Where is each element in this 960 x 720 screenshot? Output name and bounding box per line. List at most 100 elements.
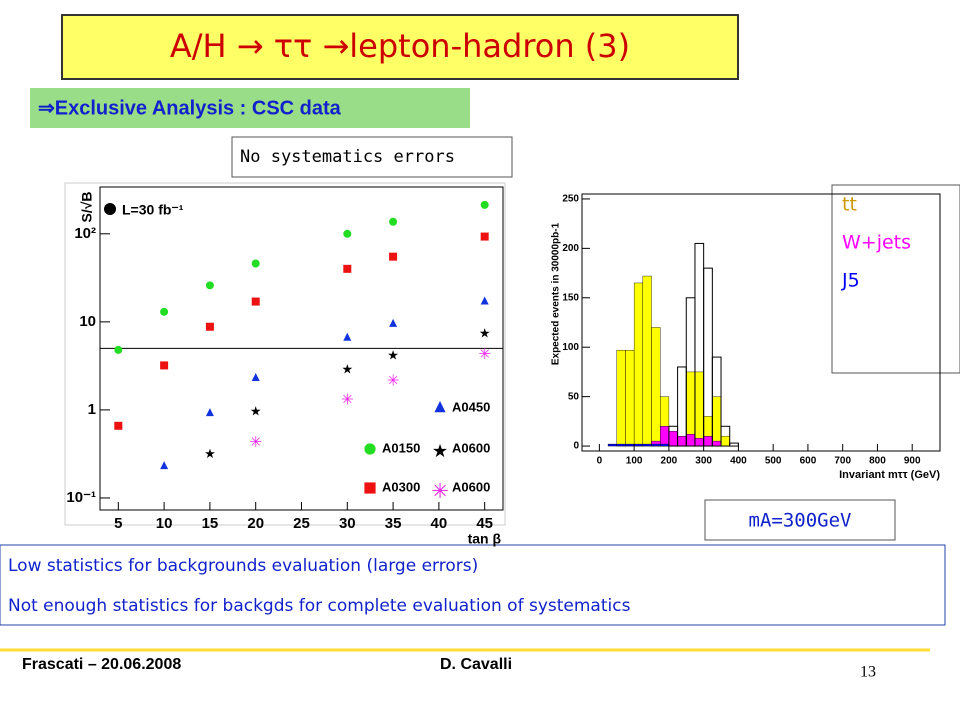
marker <box>480 200 489 209</box>
subtitle: ⇒Exclusive Analysis : CSC data <box>38 97 342 119</box>
x-tick-label: 35 <box>385 515 402 532</box>
marker: ✳ <box>387 372 400 390</box>
footer-left: Frascati – 20.06.2008 <box>22 656 181 673</box>
x-tick-label: 600 <box>800 456 817 467</box>
marker <box>205 322 214 331</box>
marker <box>251 373 260 382</box>
histogram-bar <box>616 443 626 447</box>
x-tick-label: 30 <box>339 515 356 532</box>
histogram-bar <box>642 275 652 447</box>
legend-label: A0450 <box>452 399 490 414</box>
marker <box>205 281 214 290</box>
legend-marker <box>434 400 446 413</box>
marker <box>114 345 123 354</box>
y-tick-label: 0 <box>573 441 579 452</box>
histogram-bar <box>616 349 626 447</box>
legend-box <box>831 184 960 374</box>
marker: ✳ <box>249 433 262 451</box>
legend-label: W+jets <box>842 232 911 254</box>
y-tick-label: 200 <box>562 243 579 254</box>
histogram-bar <box>720 425 731 447</box>
note-line: Not enough statistics for backgds for co… <box>8 596 631 616</box>
histogram-bar <box>651 327 661 447</box>
x-axis-label: tan β <box>468 531 502 547</box>
subtitle-box <box>30 88 470 128</box>
histogram-bar <box>720 435 730 447</box>
chart-frame <box>64 182 506 526</box>
histogram-bar <box>677 435 687 447</box>
histogram-bar <box>651 443 661 447</box>
note-text: No systematics errors <box>240 147 455 167</box>
marker <box>343 332 352 341</box>
plot-area <box>581 193 941 452</box>
note-box <box>231 136 513 178</box>
y-tick-label: 150 <box>562 292 579 303</box>
marker: ★ <box>387 349 399 364</box>
histogram-bar <box>660 426 670 447</box>
legend-label: A0150 <box>382 440 420 455</box>
legend-label: A0300 <box>382 479 420 494</box>
x-tick-label: 45 <box>476 515 493 532</box>
y-tick-label: 10⁻¹ <box>66 489 96 506</box>
footer-author: D. Cavalli <box>440 656 512 673</box>
y-axis-label: S/√B <box>79 191 95 222</box>
x-tick-label: 25 <box>293 515 310 532</box>
y-tick-label: 50 <box>568 391 580 402</box>
x-tick-label: 5 <box>114 515 122 532</box>
histogram-bar <box>686 433 696 447</box>
marker <box>251 259 260 268</box>
marker <box>343 264 352 273</box>
marker <box>114 421 123 430</box>
legend-label: J5 <box>841 270 860 292</box>
marker <box>480 296 489 305</box>
histogram-bar <box>660 443 670 447</box>
histogram-bar <box>712 440 722 447</box>
histogram-bar <box>703 435 713 447</box>
x-axis-label: Invariant mττ (GeV) <box>839 469 940 481</box>
y-tick-label: 10 <box>79 313 96 330</box>
x-tick-label: 400 <box>730 456 747 467</box>
marker <box>251 297 260 306</box>
legend-label: A0600 <box>452 479 490 494</box>
marker: ★ <box>204 447 216 462</box>
marker <box>160 307 169 316</box>
histogram-bar <box>668 431 678 447</box>
x-tick-label: 20 <box>247 515 264 532</box>
marker <box>343 229 352 238</box>
x-tick-label: 300 <box>695 456 712 467</box>
annotation: L=30 fb⁻¹ <box>122 202 184 218</box>
slide-title: A/H → ττ →lepton-hadron (3) <box>170 27 630 65</box>
legend-marker: ★ <box>432 441 448 462</box>
histogram-bar <box>711 356 722 447</box>
x-tick-label: 700 <box>834 456 851 467</box>
marker: ★ <box>250 404 262 419</box>
marker <box>389 318 398 327</box>
marker <box>205 408 214 417</box>
page-number: 13 <box>860 664 876 681</box>
title-box <box>61 14 739 80</box>
mass-label: mA=300GeV <box>749 510 852 532</box>
histogram-bar <box>607 443 617 447</box>
histogram-bar <box>633 443 644 447</box>
marker <box>389 217 398 226</box>
marker: ✳ <box>341 391 354 409</box>
x-tick-label: 40 <box>431 515 448 532</box>
x-tick-label: 100 <box>626 456 643 467</box>
legend-marker <box>364 443 376 455</box>
annotation-marker <box>104 203 116 215</box>
legend-marker <box>364 482 376 494</box>
histogram-bar <box>642 443 652 447</box>
legend-marker: ✳ <box>431 479 449 503</box>
legend-label: A0600 <box>452 440 490 455</box>
x-tick-label: 0 <box>597 456 603 467</box>
histogram-bar <box>694 371 704 447</box>
histogram-bar <box>633 282 644 447</box>
marker: ✳ <box>478 345 491 363</box>
histogram-bar <box>694 437 704 447</box>
notes-box <box>0 544 946 626</box>
marker <box>160 461 169 470</box>
y-tick-label: 10² <box>74 225 96 242</box>
histogram-bar <box>625 443 635 447</box>
histogram-bar <box>712 396 722 447</box>
